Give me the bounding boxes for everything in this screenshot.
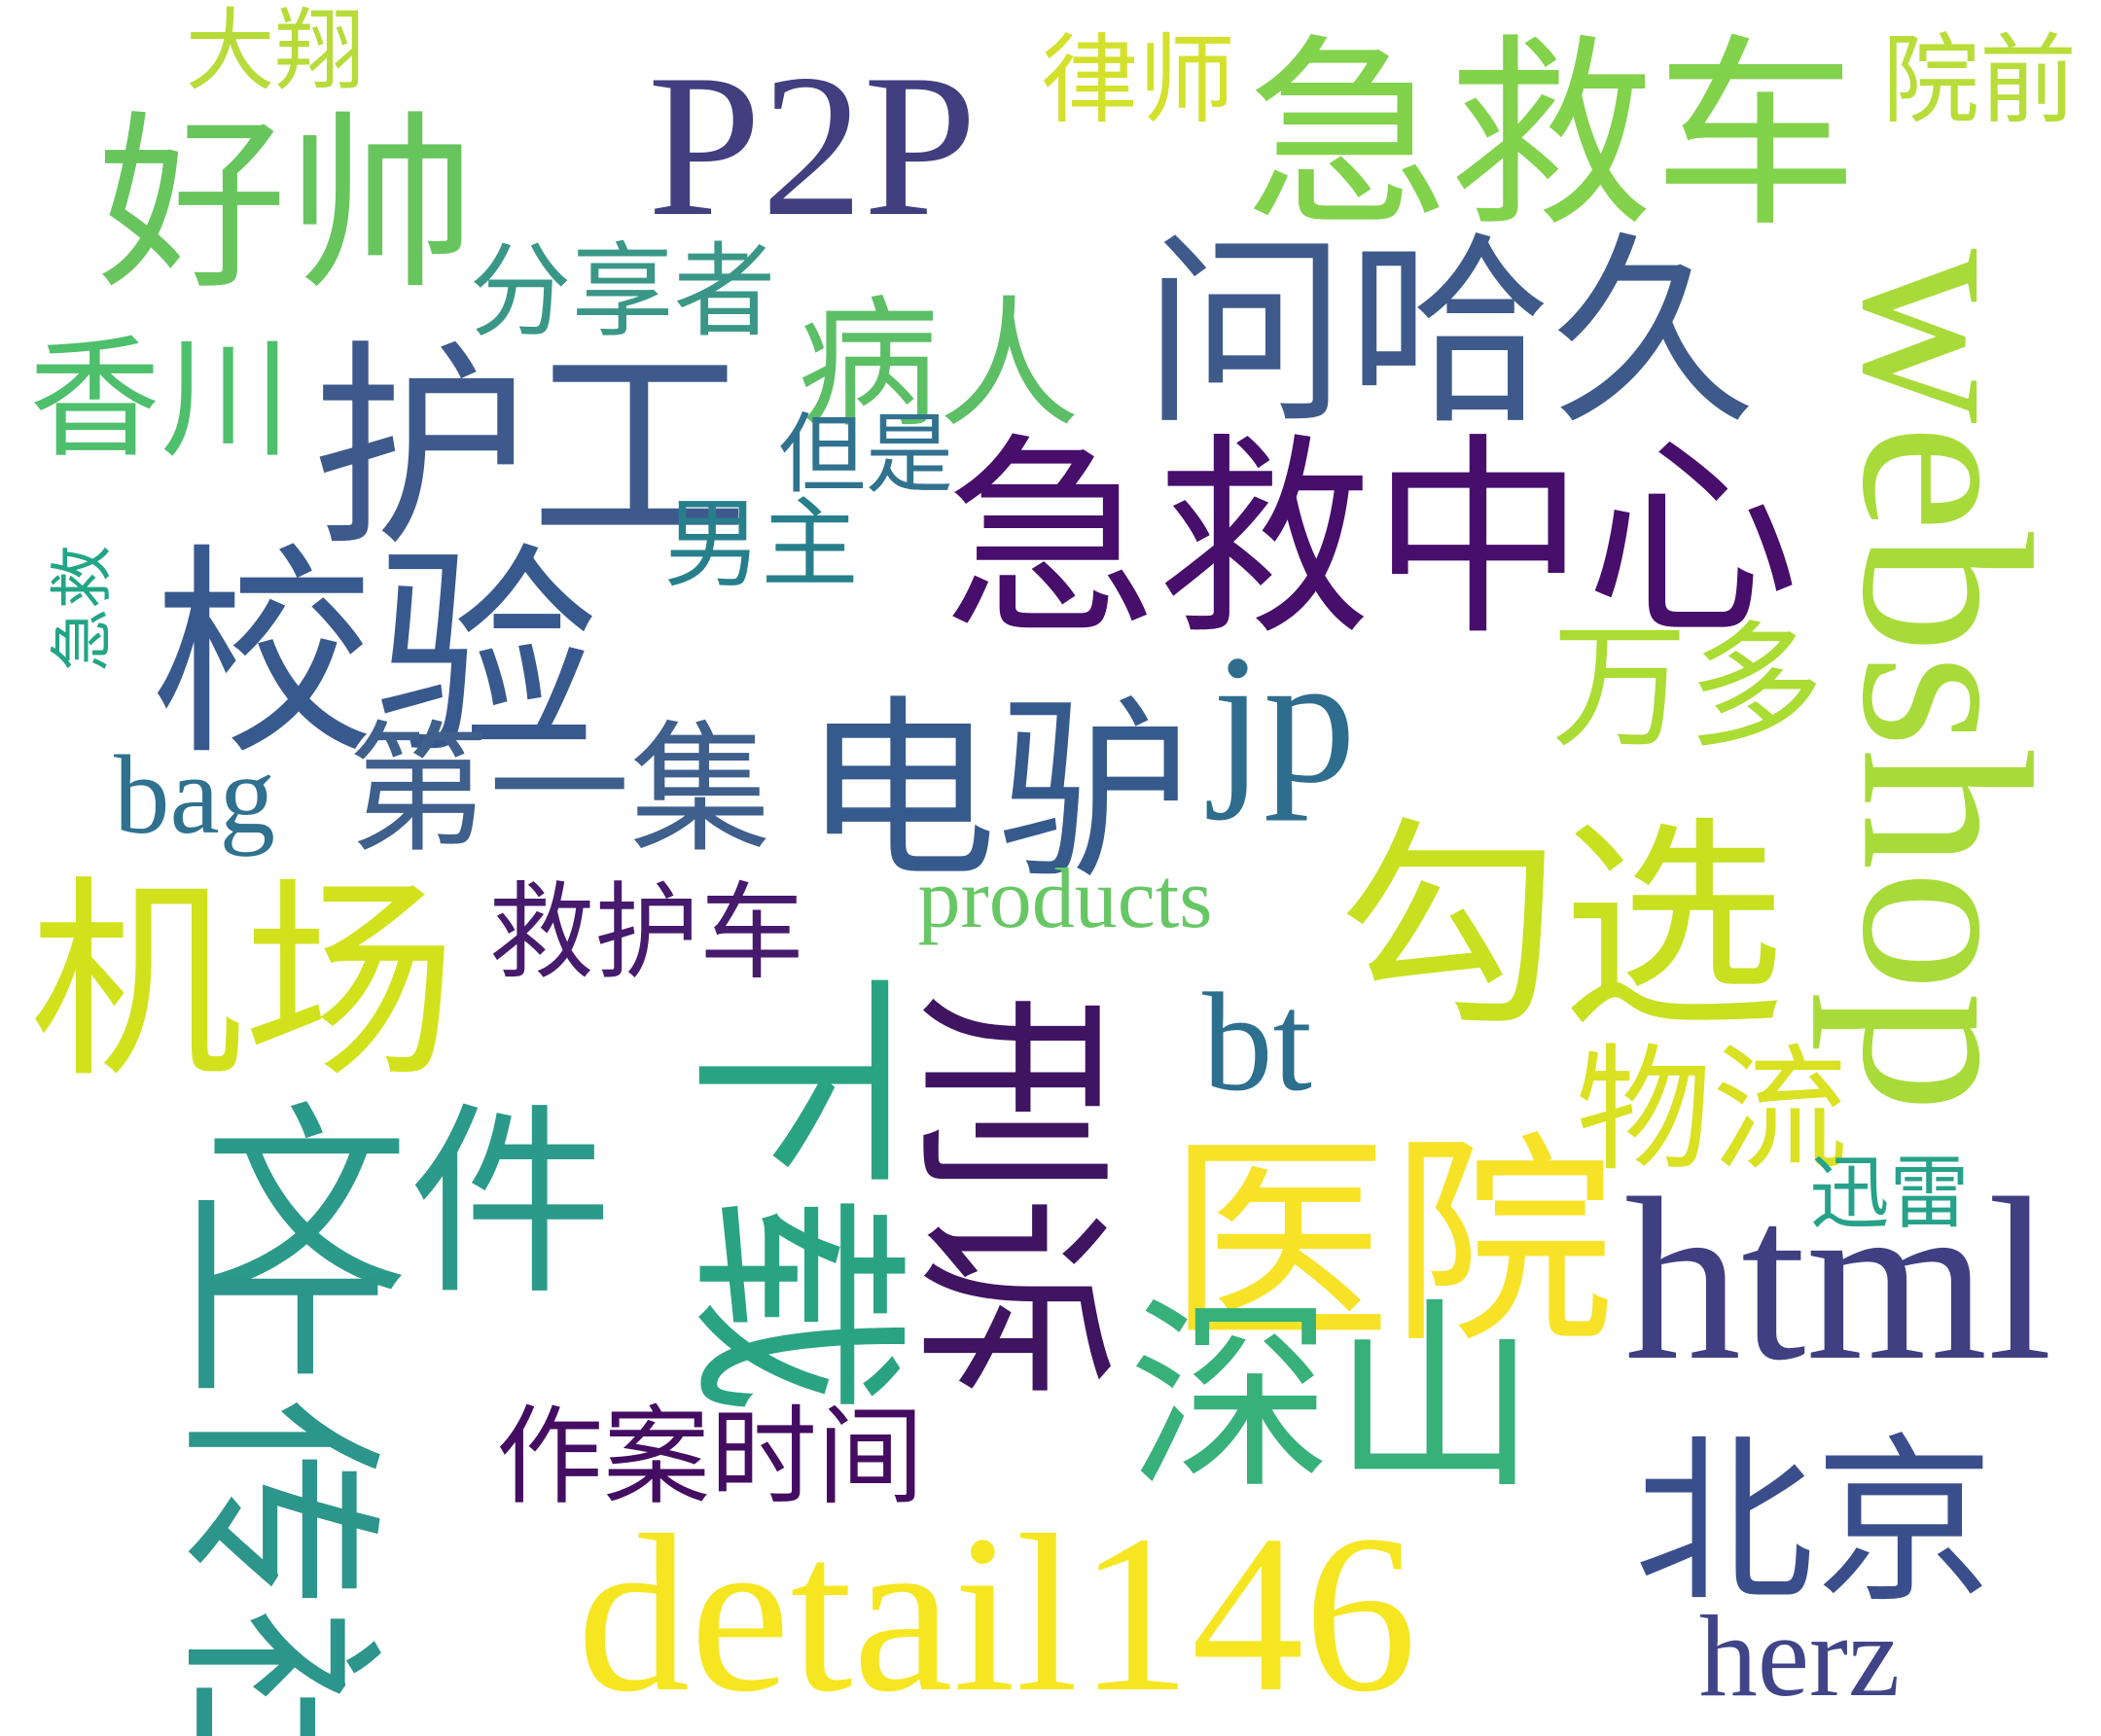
word-dianlv: 电驴: [801, 679, 1192, 905]
word-yiyuan: 医院: [1166, 1115, 1615, 1374]
word-jiaoyan: 校验: [150, 526, 598, 786]
word-jijiu: 急救: [46, 544, 120, 672]
word-shangchuanshe: 上传社: [155, 1188, 400, 1736]
word-hugong: 护工: [311, 322, 749, 577]
word-xiazai: 下载: [663, 967, 924, 1416]
word-lvshi: 律师: [1041, 22, 1235, 137]
word-shenshan: 深山: [1127, 1278, 1537, 1517]
word-products: products: [917, 852, 1213, 946]
word-webshop: webshop: [1811, 248, 2082, 1114]
word-bingren: 病人: [798, 282, 1080, 447]
word-zuoanshijian: 作案时间: [496, 1394, 924, 1519]
word-wanduo: 万多: [1550, 608, 1824, 767]
word-bag: bag: [113, 733, 276, 857]
word-diyiji: 第一集: [347, 708, 771, 872]
word-jijiuche: 急救车: [1244, 17, 1858, 255]
word-herz: herz: [1698, 1590, 1901, 1720]
word-jiuhuche: 救护车: [488, 872, 804, 994]
word-yuanqian: 院前: [1882, 22, 2077, 137]
word-wenjian: 文件: [203, 1083, 613, 1323]
word-jijiuzhongxin: 急救中心: [943, 415, 1799, 664]
word-wuliu: 物流: [1575, 1031, 1848, 1190]
word-danshi: 但是: [778, 403, 953, 506]
word-gouxuan: 勾选: [1336, 798, 1785, 1058]
word-nanzhu: 男主: [663, 487, 859, 601]
word-p2p: P2P: [647, 33, 978, 259]
word-daxiang: 大翔: [185, 0, 365, 103]
word-html: html: [1623, 1150, 2053, 1408]
word-xingsu: 刑诉: [890, 991, 1129, 1401]
word-wenhajiu: 问哈久: [1142, 213, 1756, 452]
word-detail146: detail146: [577, 1489, 1417, 1736]
word-jichang: 机场: [28, 858, 457, 1107]
word-xunlei: 迅雷: [1809, 1147, 1970, 1240]
word-xiangchuan: 香川: [29, 322, 292, 476]
word-haoshuai: 好帅: [97, 93, 477, 315]
word-fenxiangzhe: 分享者: [469, 231, 776, 351]
word-beijing: 北京: [1634, 1416, 1994, 1627]
word-jp: jp: [1212, 618, 1356, 822]
word-bt: bt: [1202, 965, 1312, 1120]
